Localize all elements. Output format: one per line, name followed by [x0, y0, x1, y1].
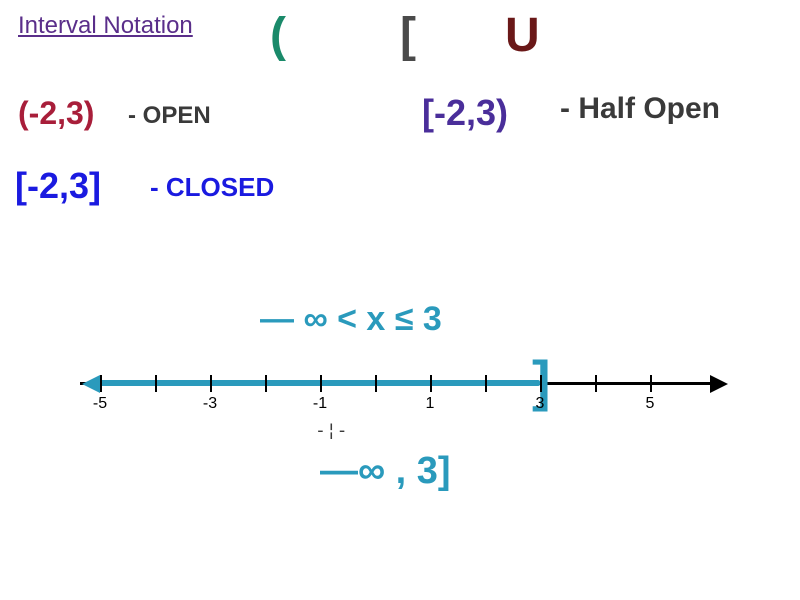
tick-label: -3 — [203, 395, 217, 413]
interval-answer: —∞ , 3] — [320, 450, 451, 493]
open-interval-label: - OPEN — [128, 102, 211, 130]
tick-mark — [320, 375, 322, 392]
number-line: ] -5-3-1135 — [80, 370, 740, 430]
halfopen-interval-label: - Half Open — [560, 92, 720, 126]
tick-mark — [430, 375, 432, 392]
cursor-crosshair: -¦- — [315, 420, 348, 441]
tick-label: 5 — [646, 395, 655, 413]
tick-mark — [265, 375, 267, 392]
tick-mark — [595, 375, 597, 392]
closed-interval-notation: [-2,3] — [15, 165, 101, 207]
open-paren-symbol: ( — [270, 8, 286, 63]
tick-label: -1 — [313, 395, 327, 413]
union-symbol: U — [505, 8, 540, 63]
tick-mark — [100, 375, 102, 392]
open-interval-notation: (-2,3) — [18, 95, 94, 132]
tick-label: -5 — [93, 395, 107, 413]
tick-mark — [650, 375, 652, 392]
inequality-expression: — ∞ < x ≤ 3 — [260, 300, 442, 339]
tick-label: 1 — [426, 395, 435, 413]
closed-bracket-symbol: [ — [400, 8, 416, 63]
tick-mark — [210, 375, 212, 392]
page-title: Interval Notation — [18, 12, 193, 40]
closed-interval-label: - CLOSED — [150, 172, 274, 203]
tick-mark — [485, 375, 487, 392]
tick-mark — [375, 375, 377, 392]
halfopen-interval-notation: [-2,3) — [422, 92, 508, 134]
arrow-right-icon — [710, 375, 728, 393]
arrow-left-icon — [82, 375, 100, 393]
tick-label: 3 — [536, 395, 545, 413]
tick-mark — [155, 375, 157, 392]
highlight-segment — [95, 380, 540, 386]
tick-mark — [540, 375, 542, 392]
